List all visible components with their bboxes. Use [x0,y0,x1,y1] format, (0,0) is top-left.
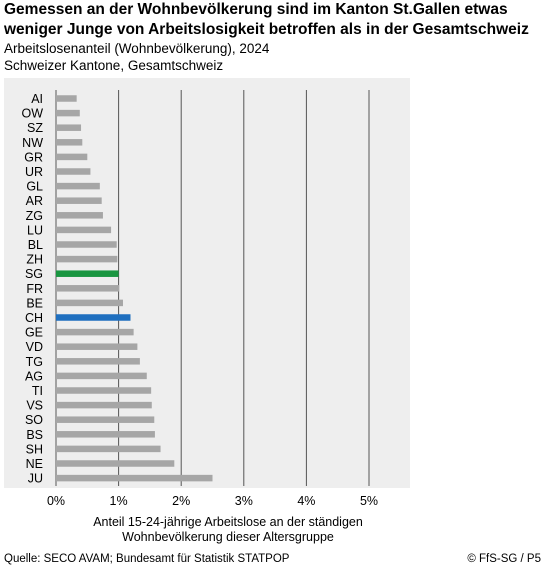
category-label: GL [26,180,43,194]
category-label: UR [25,165,43,179]
x-tick-label: 1% [110,494,128,508]
category-label: CH [25,311,43,325]
category-label: NW [22,136,43,150]
category-label: GE [25,326,43,340]
x-tick-label: 3% [235,494,253,508]
bar-ge [56,328,134,336]
bar-gr [56,153,88,161]
x-axis-label-line-2: Wohnbevölkerung dieser Altersgruppe [122,530,334,544]
bar-ai [56,95,77,102]
bar-gl [56,182,100,190]
category-label: VD [26,340,43,354]
category-label: FR [26,282,43,296]
bar-be [56,299,123,307]
subtitle-scope: Schweizer Kantone, Gesamtschweiz [4,58,224,73]
x-axis-label-line-1: Anteil 15-24-jährige Arbeitslose an der … [93,515,363,529]
category-label: GR [24,150,43,164]
bar-ti [56,387,152,394]
bar-ju [56,474,213,482]
title-line-2: weniger Junge von Arbeitslosigkeit betro… [4,21,529,38]
bar-bl [56,241,117,248]
category-label: OW [21,107,43,121]
bar-sg [56,270,119,277]
bar-ar [56,197,102,204]
category-label: AR [26,194,43,208]
category-label: TI [32,384,43,398]
category-label: ZG [26,209,43,223]
x-tick-label: 0% [47,494,65,508]
bar-sh [56,445,161,453]
bar-ag [56,372,147,380]
category-label: ZH [26,253,43,267]
bar-vs [56,401,152,409]
category-label: SO [25,413,43,427]
bar-sz [56,124,82,131]
category-label: LU [27,223,43,237]
bar-vd [56,343,138,350]
bar-so [56,416,155,423]
category-label: SG [25,267,43,281]
x-tick-label: 2% [172,494,190,508]
category-label: AI [31,92,43,106]
x-tick-label: 5% [360,494,378,508]
bar-lu [56,226,112,234]
source-note: Quelle: SECO AVAM; Bundesamt für Statist… [4,553,290,565]
bars [56,95,213,482]
category-label: BS [26,428,43,442]
category-label: BL [28,238,43,252]
category-label: SZ [27,121,43,135]
category-label: VS [26,399,43,413]
bar-zg [56,212,103,219]
title-line-1: Gemessen an der Wohnbevölkerung sind im … [4,1,508,18]
bar-chart: AIOWSZNWGRURGLARZGLUBLZHSGFRBECHGEVDTGAG… [4,78,410,544]
category-label: NE [26,457,43,471]
x-tick-labels: 0% 1% 2% 3% 4% 5% [47,494,378,508]
subtitle-measure: Arbeitslosenanteil (Wohnbevölkerung), 20… [4,41,270,56]
bar-ow [56,109,80,117]
bar-ne [56,460,175,467]
category-labels: AIOWSZNWGRURGLARZGLUBLZHSGFRBECHGEVDTGAG… [21,92,43,486]
category-label: AG [25,369,43,383]
bar-fr [56,285,120,292]
bar-ch [56,314,131,321]
category-label: BE [26,296,43,310]
bar-nw [56,139,83,146]
category-label: TG [26,355,43,369]
category-label: SH [26,442,43,456]
bar-tg [56,358,140,365]
category-label: JU [28,472,43,486]
bar-zh [56,255,118,263]
bar-bs [56,431,155,438]
bar-ur [56,168,91,175]
x-tick-label: 4% [297,494,315,508]
copyright-note: © FfS-SG / P5 [467,553,541,565]
chart-title: Gemessen an der Wohnbevölkerung sind im … [4,0,544,40]
